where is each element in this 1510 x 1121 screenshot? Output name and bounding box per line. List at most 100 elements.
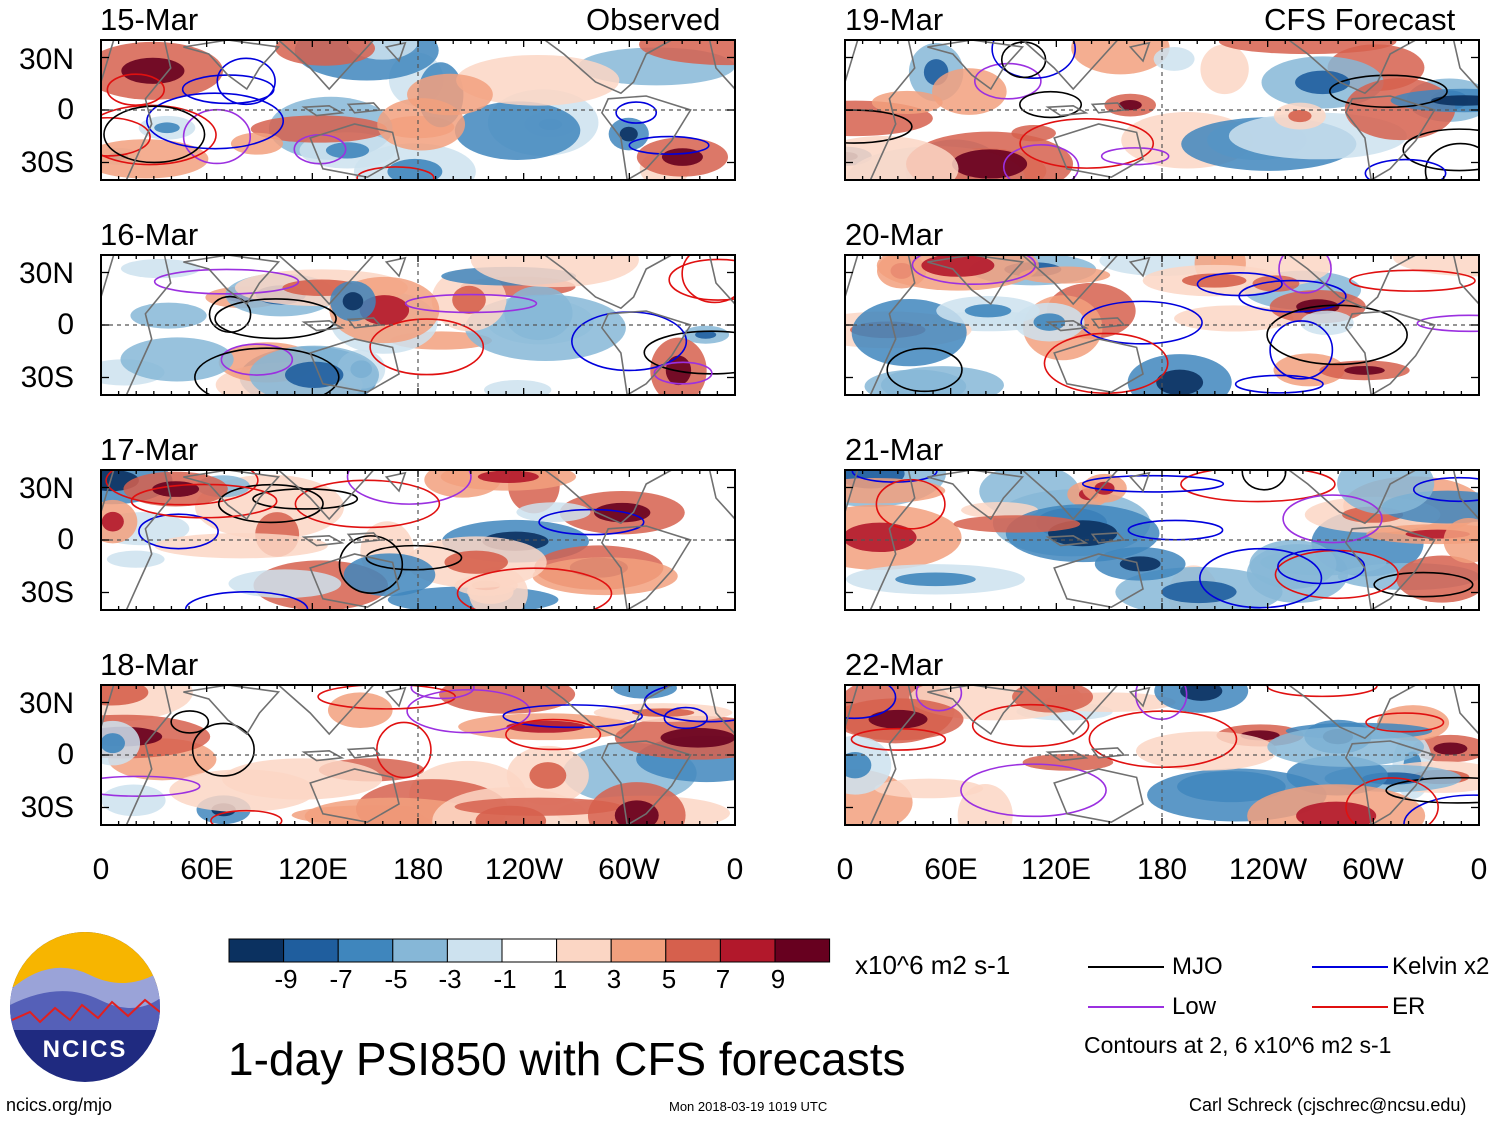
- psi-anomaly-field: [101, 255, 735, 395]
- kelvin-contour: [1080, 300, 1203, 345]
- negative-anomaly: [285, 361, 344, 389]
- low-contour: [1282, 494, 1383, 544]
- lon-tick-label: 120E: [277, 853, 349, 886]
- positive-anomaly: [845, 478, 946, 504]
- low-contour: [1278, 255, 1332, 294]
- low-contour: [1100, 147, 1170, 166]
- coastline: [1344, 740, 1436, 825]
- kelvin-contour: [1403, 794, 1479, 825]
- panel-ticks: [100, 255, 736, 395]
- positive-anomaly: [529, 762, 567, 789]
- coastline: [1045, 104, 1089, 117]
- kelvin-contour: [1412, 476, 1479, 503]
- panel-ticks: [844, 255, 1480, 395]
- er-contour: [105, 470, 259, 506]
- er-contour: [101, 116, 151, 157]
- negative-anomaly: [454, 101, 581, 160]
- er-contour: [1348, 269, 1476, 292]
- coastline: [1045, 319, 1089, 332]
- low-contour: [915, 685, 963, 712]
- coastline: [1452, 40, 1479, 91]
- coastline: [927, 255, 1025, 306]
- kelvin-contour: [538, 508, 645, 536]
- colorbar-swatch: [501, 938, 558, 963]
- website-link[interactable]: ncics.org/mjo: [6, 1095, 113, 1115]
- lat-tick-label: 30S: [20, 146, 74, 179]
- lon-tick-label: 60E: [924, 853, 978, 886]
- positive-anomaly: [961, 501, 1039, 519]
- coastline: [384, 256, 407, 278]
- lat-tick-label: 0: [57, 738, 74, 771]
- positive-anomaly: [1135, 731, 1278, 771]
- er-contour: [1043, 332, 1169, 394]
- coastline: [1053, 123, 1144, 179]
- coastline: [845, 470, 916, 610]
- coastline: [1045, 749, 1089, 762]
- er-contour: [850, 727, 947, 751]
- psi-anomaly-field: [101, 40, 735, 180]
- lat-tick-label: 30N: [18, 687, 74, 720]
- positive-anomaly: [1443, 518, 1479, 564]
- map-panel: [844, 684, 1480, 826]
- low-contour: [1416, 314, 1479, 333]
- lon-tick-label: 120W: [1228, 853, 1308, 886]
- negative-anomaly: [895, 572, 976, 587]
- coastline: [277, 255, 375, 306]
- positive-anomaly: [845, 522, 917, 553]
- negative-anomaly: [1153, 47, 1195, 71]
- lon-tick-label: 0: [92, 853, 110, 886]
- map-panel: [100, 39, 736, 181]
- negative-anomaly: [1267, 726, 1425, 767]
- map-panel: [844, 469, 1480, 611]
- kelvin-contour: [845, 685, 897, 720]
- colorbar-label: 3: [606, 964, 622, 994]
- er-contour: [369, 318, 485, 376]
- positive-anomaly: [631, 708, 695, 717]
- coastline: [708, 40, 735, 91]
- psi-anomaly-field: [845, 685, 1479, 825]
- mjo-contour: [1385, 776, 1479, 804]
- low-contour: [1134, 685, 1188, 721]
- map-panel: [844, 39, 1480, 181]
- coastline: [1344, 310, 1436, 395]
- panel-ticks: [100, 470, 736, 610]
- positive-anomaly: [874, 778, 984, 799]
- lon-tick-label: 180: [1136, 853, 1188, 886]
- colorbar-label: -7: [329, 964, 353, 994]
- psi-anomaly-field: [845, 40, 1479, 180]
- map-panel: [100, 254, 736, 396]
- legend-label-kelvin: Kelvin x2: [1392, 953, 1490, 980]
- coastline: [600, 95, 692, 180]
- coastline: [1287, 470, 1416, 525]
- kelvin-contour: [1234, 374, 1324, 394]
- map-panel: [844, 254, 1480, 396]
- coastline: [1053, 768, 1144, 824]
- coastline: [708, 685, 735, 736]
- positive-anomaly: [230, 132, 284, 155]
- mjo-contour: [1373, 571, 1474, 598]
- colorbar-label: 9: [770, 964, 786, 994]
- er-contour: [130, 483, 278, 519]
- panel-ticks: [100, 685, 736, 825]
- coastline: [183, 40, 281, 91]
- positive-anomaly: [101, 511, 124, 532]
- er-contour: [668, 258, 735, 301]
- panel-date: 21-Mar: [845, 432, 944, 467]
- mjo-contour: [338, 535, 404, 594]
- lat-tick-label: 30N: [18, 257, 74, 290]
- er-contour: [1180, 470, 1336, 503]
- low-contour: [153, 268, 300, 295]
- positive-anomaly: [1022, 753, 1114, 771]
- colorbar-label: -5: [384, 964, 408, 994]
- er-contour: [106, 73, 165, 106]
- kelvin-contour: [991, 40, 1076, 79]
- coastline: [1452, 255, 1479, 306]
- positive-anomaly: [951, 149, 1028, 179]
- er-contour: [971, 703, 1090, 748]
- negative-anomaly: [845, 751, 872, 779]
- coastline: [543, 40, 672, 95]
- positive-anomaly: [169, 769, 316, 813]
- low-contour: [911, 255, 1037, 286]
